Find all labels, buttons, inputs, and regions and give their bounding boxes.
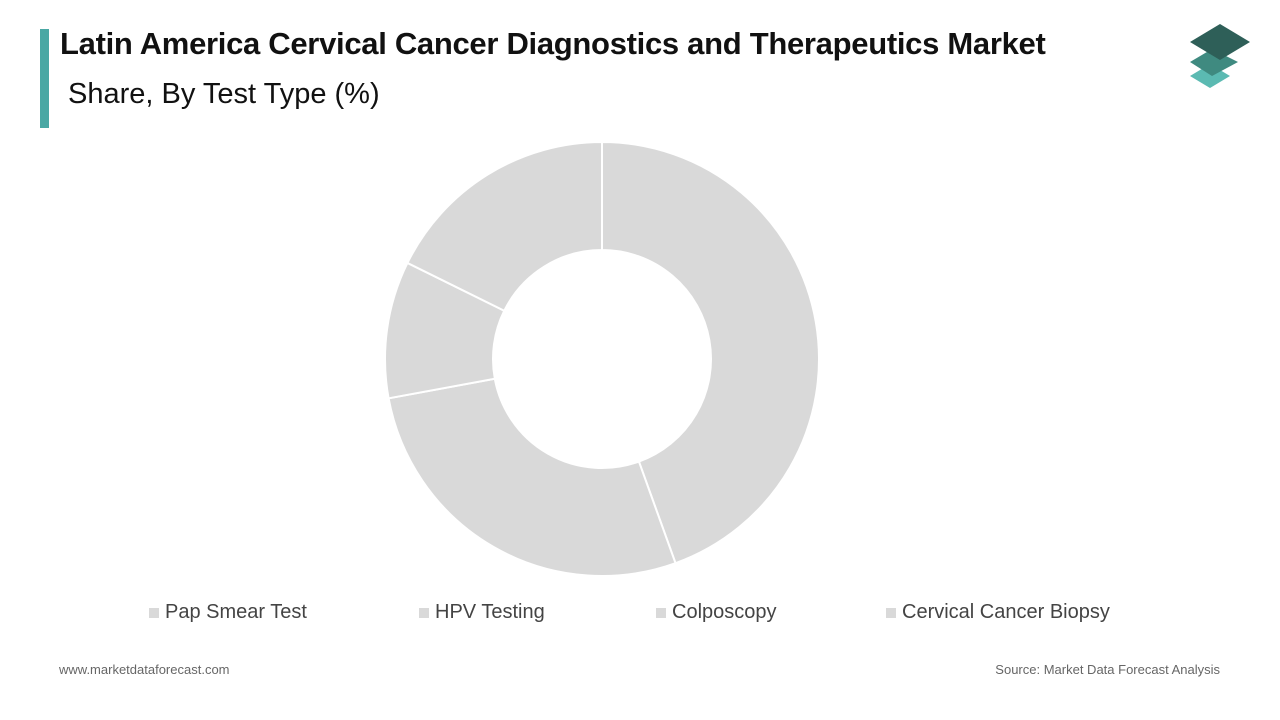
legend-label: Colposcopy (672, 601, 777, 623)
donut-slice-pap-smear-test (601, 140, 820, 565)
legend-swatch (886, 607, 896, 618)
legend-swatch (419, 607, 429, 618)
legend-swatch (149, 607, 159, 618)
footer-source: Source: Market Data Forecast Analysis (995, 662, 1220, 677)
donut-slices (384, 140, 820, 577)
company-logo-icon (1190, 24, 1250, 88)
legend-item-cervical-cancer-biopsy: Cervical Cancer Biopsy (886, 601, 1110, 624)
logo-layer-middle (1190, 49, 1238, 76)
chart-title: Latin America Cervical Cancer Diagnostic… (60, 26, 1046, 61)
footer-website: www.marketdataforecast.com (59, 662, 230, 677)
legend-item-pap-smear-test: Pap Smear Test (149, 601, 307, 624)
logo-layer-top (1190, 24, 1250, 60)
title-accent-bar (40, 29, 49, 128)
legend-label: HPV Testing (435, 601, 545, 623)
chart-subtitle: Share, By Test Type (%) (68, 78, 380, 110)
legend-item-hpv-testing: HPV Testing (419, 601, 545, 624)
donut-slice-cervical-cancer-biopsy (406, 140, 603, 313)
donut-slice-hpv-testing (387, 377, 677, 577)
legend-label: Cervical Cancer Biopsy (902, 601, 1110, 623)
legend-swatch (656, 607, 666, 618)
legend-label: Pap Smear Test (165, 601, 307, 623)
legend-item-colposcopy: Colposcopy (656, 601, 777, 624)
